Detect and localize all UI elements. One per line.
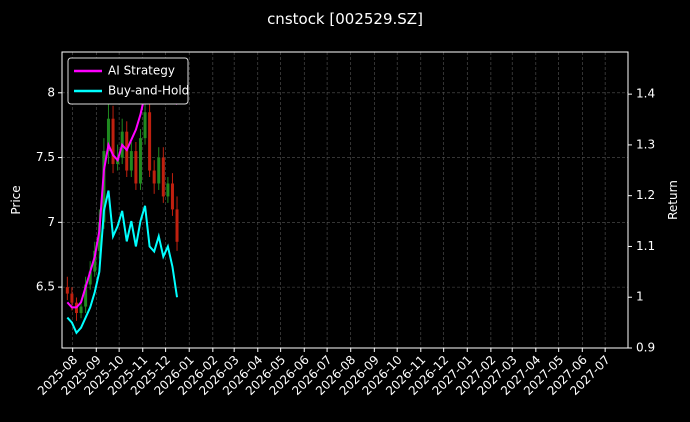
candle-body (148, 112, 152, 171)
candle-body (170, 183, 174, 210)
candle-body (65, 287, 69, 294)
y-tick-label: 7 (47, 215, 55, 229)
legend-label: Buy-and-Hold (108, 84, 189, 98)
candle-body (111, 118, 115, 165)
candle-body (143, 112, 147, 139)
candle-body (166, 183, 170, 197)
y2-tick-label: 1.2 (636, 188, 655, 202)
candle-body (93, 250, 97, 272)
y2-tick-label: 0.9 (636, 341, 655, 355)
candle-body (84, 284, 88, 307)
legend-label: AI Strategy (108, 64, 175, 78)
y2-tick-label: 1 (636, 290, 644, 304)
plot-frame (61, 51, 629, 349)
candle-body (157, 157, 161, 184)
candle-body (79, 306, 83, 314)
candle-body (70, 293, 74, 303)
candle-body (106, 118, 110, 152)
y-tick-label: 7.5 (36, 150, 55, 164)
candle-body (102, 151, 106, 223)
legend-box (67, 57, 189, 105)
y2-axis-label: Return (666, 180, 680, 220)
candle-body (134, 151, 138, 184)
candle-body (129, 151, 133, 171)
candle-body (152, 170, 156, 184)
candle-body (88, 271, 92, 285)
candle-body (138, 138, 142, 184)
chart-title: cnstock [002529.SZ] (267, 10, 423, 28)
y2-tick-label: 1.3 (636, 137, 655, 151)
y-tick-label: 6.5 (36, 280, 55, 294)
y2-tick-label: 1.4 (636, 87, 655, 101)
line-series (66, 190, 179, 335)
candle-body (161, 157, 165, 197)
y-axis-label: Price (9, 185, 23, 214)
y2-tick-label: 1.1 (636, 239, 655, 253)
candle-body (175, 209, 179, 242)
y-tick-label: 8 (47, 85, 55, 99)
line-series (66, 82, 178, 309)
